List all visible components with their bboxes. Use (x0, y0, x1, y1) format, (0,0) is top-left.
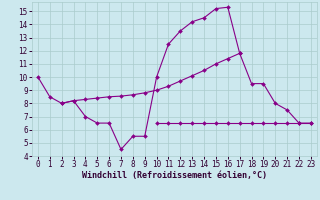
X-axis label: Windchill (Refroidissement éolien,°C): Windchill (Refroidissement éolien,°C) (82, 171, 267, 180)
